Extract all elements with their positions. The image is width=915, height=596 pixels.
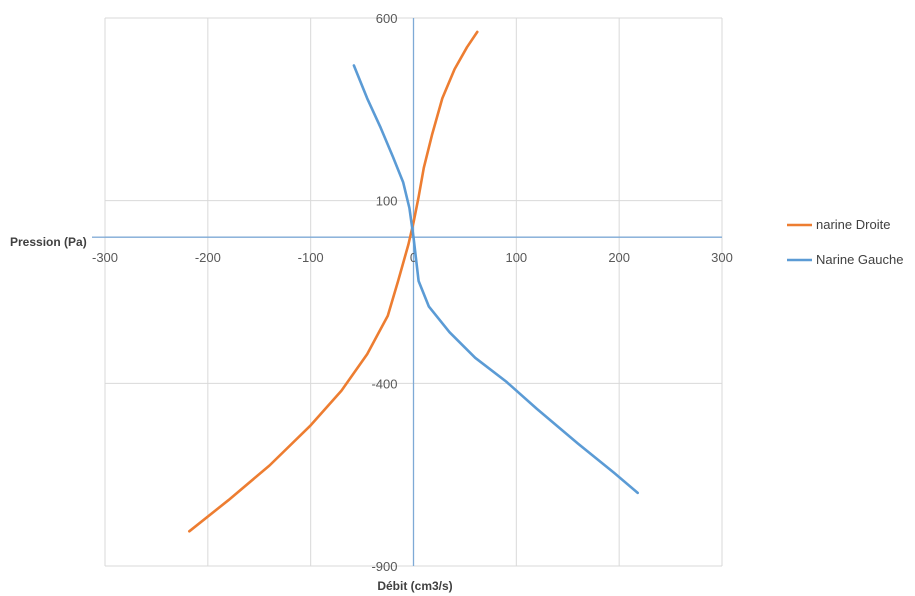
y-tick-label: -400	[371, 376, 397, 391]
legend-label-narine-gauche: Narine Gauche	[816, 252, 903, 267]
x-tick-label: 100	[505, 250, 527, 265]
x-axis-title: Débit (cm3/s)	[377, 579, 452, 593]
y-axis-title: Pression (Pa)	[10, 235, 87, 249]
x-tick-label: 300	[711, 250, 733, 265]
legend-label-narine-droite: narine Droite	[816, 217, 890, 232]
x-tick-label: 200	[608, 250, 630, 265]
series-line-0	[188, 30, 479, 533]
series-line-1	[352, 64, 639, 495]
x-tick-label: -200	[195, 250, 221, 265]
y-tick-label: -900	[371, 559, 397, 574]
y-tick-label: 600	[376, 11, 398, 26]
x-tick-label: -100	[298, 250, 324, 265]
x-tick-label: -300	[92, 250, 118, 265]
legend: narine Droite Narine Gauche	[787, 217, 903, 267]
x-tick-label: 0	[410, 250, 417, 265]
tick-labels: -300 -200 -100 0 100 200 300 600 100 -400 -900	[92, 11, 733, 574]
series-group	[188, 30, 639, 533]
y-tick-label: 100	[376, 194, 398, 209]
